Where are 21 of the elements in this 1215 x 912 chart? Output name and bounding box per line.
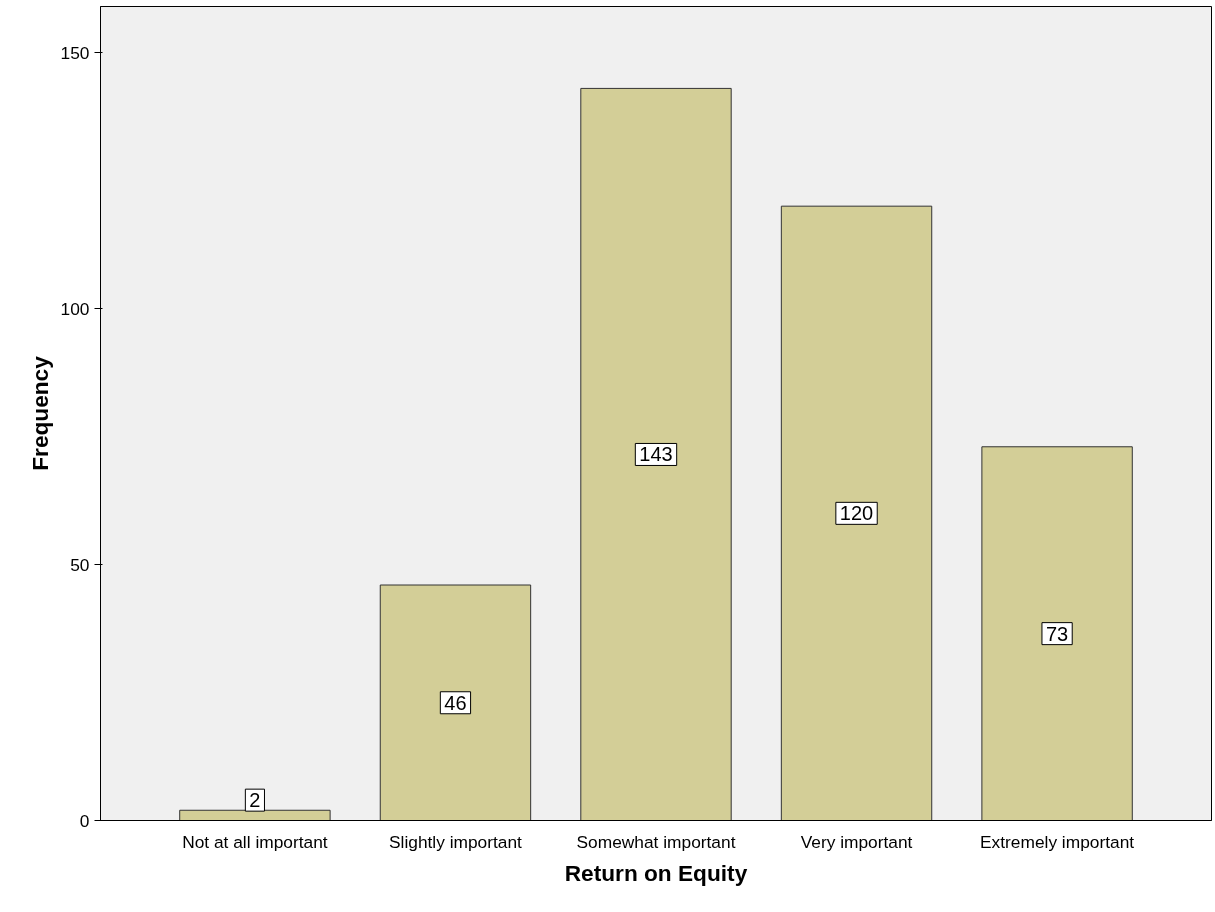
x-tick-label: Very important: [800, 831, 913, 852]
x-tick-label: Slightly important: [389, 831, 523, 852]
x-tick-label: Not at all important: [182, 831, 328, 852]
y-tick-label: 100: [60, 298, 90, 319]
bar: [981, 446, 1133, 821]
bar: [580, 87, 732, 821]
data-label: 120: [839, 502, 874, 525]
x-axis-title: Return on Equity: [564, 859, 748, 886]
y-tick-label: 150: [60, 42, 90, 63]
bar: [379, 584, 532, 821]
y-tick-label: 50: [70, 554, 90, 575]
bar: [179, 809, 331, 821]
y-tick-label: 0: [79, 810, 90, 831]
data-label: 73: [1045, 622, 1069, 645]
x-tick-label: Somewhat important: [576, 831, 736, 852]
y-axis-title: Frequency: [26, 355, 53, 471]
data-label: 143: [639, 443, 673, 466]
data-label: 2: [249, 789, 261, 812]
x-tick-label: Extremely important: [980, 831, 1135, 852]
data-label: 46: [444, 691, 467, 714]
bar: [780, 205, 933, 821]
